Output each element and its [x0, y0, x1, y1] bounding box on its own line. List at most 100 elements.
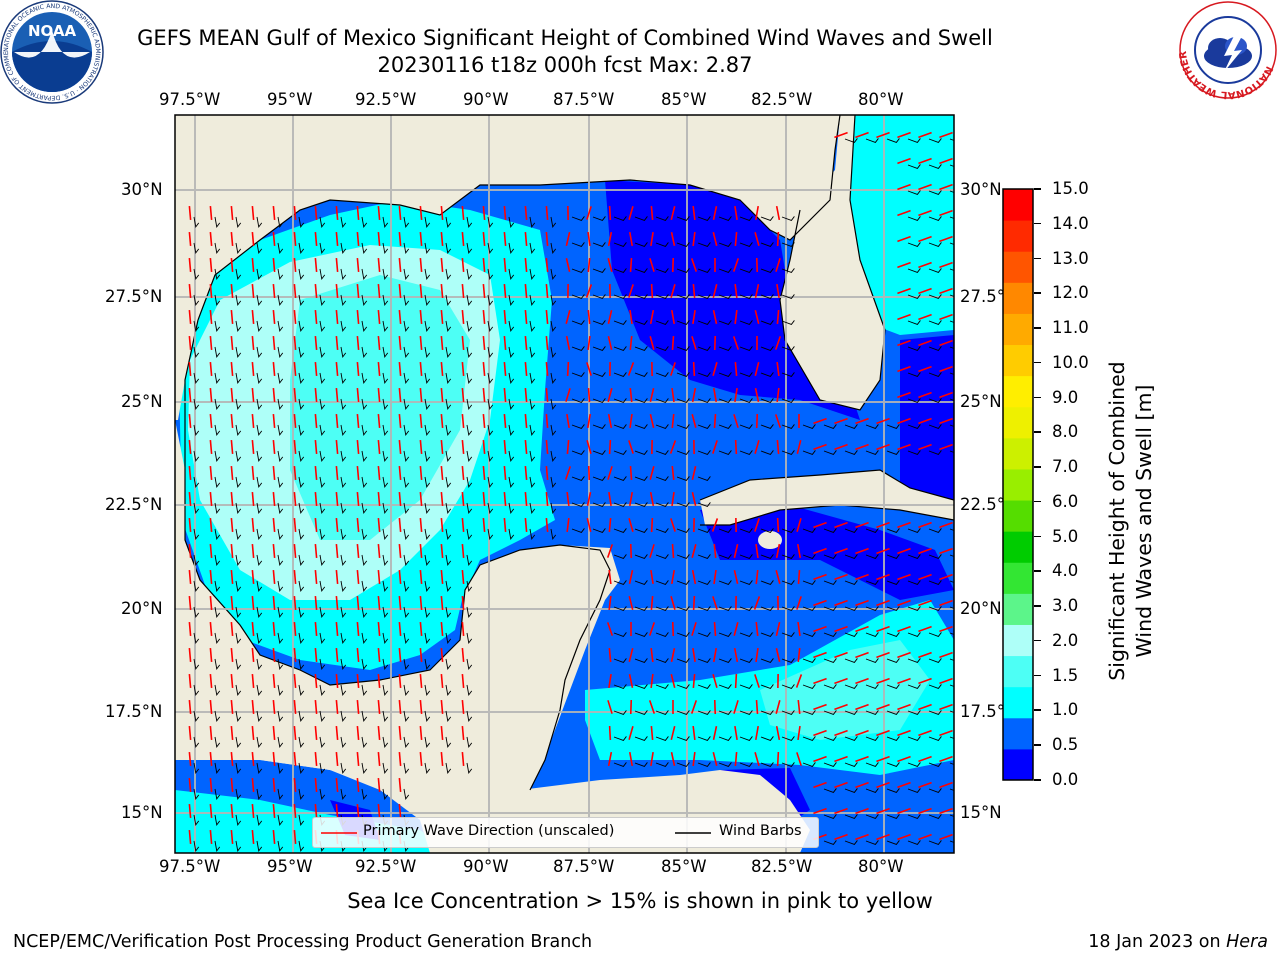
- wind-barb: [424, 450, 431, 462]
- wind-barb: [928, 138, 942, 143]
- colorbar-segment: [1003, 406, 1033, 439]
- wind-barb: [403, 710, 410, 722]
- wave-direction-arrow: [188, 413, 192, 429]
- wave-direction-arrow: [650, 517, 654, 533]
- wind-barb: [487, 216, 494, 228]
- wave-direction-arrow: [251, 283, 255, 299]
- wind-barb: [592, 372, 606, 377]
- wave-direction-arrow: [230, 491, 234, 507]
- wind-barb: [613, 424, 627, 429]
- wave-direction-arrow: [335, 621, 339, 637]
- wave-direction-arrow: [377, 439, 381, 455]
- wind-barb: [865, 814, 879, 819]
- wave-direction-arrow: [607, 335, 613, 351]
- wave-direction-arrow: [754, 362, 760, 376]
- wind-barb: [445, 658, 452, 670]
- wave-direction-arrow: [775, 725, 781, 741]
- wind-barb: [193, 424, 200, 436]
- wind-barb: [340, 450, 347, 462]
- wave-direction-arrow: [440, 543, 444, 559]
- wave-direction-arrow: [692, 231, 696, 247]
- wind-barb: [949, 320, 954, 323]
- wave-direction-arrow: [251, 543, 255, 559]
- wind-barb: [235, 216, 242, 228]
- wind-barb: [676, 346, 690, 351]
- wave-direction-arrow: [188, 283, 192, 299]
- wind-barb: [319, 398, 326, 410]
- wind-barb: [823, 788, 837, 793]
- wave-direction-arrow: [754, 232, 760, 246]
- wave-direction-arrow: [356, 647, 360, 663]
- wave-direction-arrow: [692, 361, 696, 377]
- wave-direction-arrow: [712, 752, 718, 766]
- wind-barb: [382, 554, 389, 566]
- wind-barb: [529, 502, 536, 514]
- wave-direction-arrow: [712, 232, 718, 246]
- wind-barb: [529, 424, 536, 436]
- wind-barb: [697, 372, 711, 377]
- wave-direction-legend-line: [321, 832, 357, 834]
- wind-barb: [592, 320, 606, 325]
- wind-barb: [319, 580, 326, 592]
- wind-barb: [256, 710, 263, 722]
- wind-barb: [949, 138, 954, 141]
- wind-barb: [193, 554, 200, 566]
- wind-barb: [613, 346, 627, 351]
- wind-barb: [424, 398, 431, 410]
- wave-direction-arrow: [855, 417, 869, 425]
- wave-direction-arrow: [754, 283, 760, 299]
- wind-barb: [361, 580, 368, 592]
- wave-direction-arrow: [314, 699, 318, 715]
- wind-barb: [403, 346, 410, 358]
- wave-direction-arrow: [834, 755, 848, 763]
- wind-barb: [466, 580, 473, 592]
- wave-direction-arrow: [855, 573, 869, 581]
- wind-barb: [907, 346, 921, 351]
- wave-direction-arrow: [566, 517, 570, 533]
- wind-barb: [340, 242, 347, 254]
- wave-direction-arrow: [650, 725, 654, 741]
- wind-barb: [949, 398, 954, 401]
- wave-direction-arrow: [545, 257, 549, 273]
- wind-barb: [550, 476, 557, 488]
- wave-direction-arrow: [230, 465, 234, 481]
- colorbar-segment: [1003, 562, 1033, 594]
- wind-barb: [739, 346, 753, 351]
- wave-direction-arrow: [335, 725, 339, 741]
- wind-barb: [676, 424, 690, 429]
- wind-barb: [676, 320, 690, 325]
- wind-barb: [424, 554, 431, 566]
- wave-direction-arrow: [608, 647, 612, 663]
- wave-direction-arrow: [692, 647, 696, 663]
- wave-direction-arrow: [855, 625, 869, 633]
- wave-direction-arrow: [398, 361, 402, 377]
- wave-direction-arrow: [897, 157, 911, 165]
- footer-machine-name: Hera: [1226, 932, 1268, 952]
- wind-barb: [571, 320, 585, 325]
- wind-barb: [655, 502, 669, 507]
- wind-barb: [634, 684, 648, 689]
- wave-direction-arrow: [813, 781, 827, 789]
- wave-direction-arrow: [272, 569, 276, 585]
- wind-barb: [214, 632, 221, 644]
- wave-direction-arrow: [834, 547, 848, 555]
- wave-direction-arrow: [587, 335, 591, 351]
- wind-barb: [928, 216, 942, 221]
- wave-direction-arrow: [293, 725, 297, 741]
- wind-barb: [319, 554, 326, 566]
- lon-label-top: 97.5°W: [159, 90, 221, 109]
- footer-credit: NCEP/EMC/Verification Post Processing Pr…: [13, 932, 593, 952]
- wind-barb: [718, 762, 732, 767]
- wind-barb: [907, 814, 921, 819]
- wind-barb: [571, 372, 585, 377]
- wave-direction-arrow: [691, 544, 697, 558]
- wind-barb: [424, 606, 431, 618]
- wave-direction-arrow: [377, 699, 381, 715]
- wave-direction-arrow: [834, 703, 848, 711]
- wind-barb: [193, 606, 200, 618]
- wind-barb: [403, 736, 410, 748]
- wind-barb: [907, 138, 921, 143]
- wave-direction-arrow: [855, 131, 869, 139]
- wind-barb: [823, 450, 837, 455]
- wind-barb: [298, 242, 305, 254]
